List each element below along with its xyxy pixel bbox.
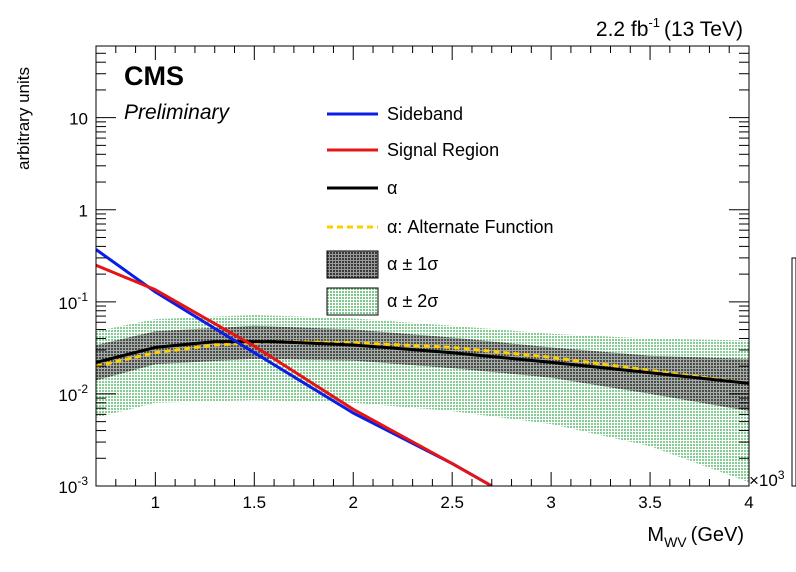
legend-alpha-label: α [387,178,397,198]
x-tick-label: 2.5 [440,493,464,512]
legend-sideband-label: Sideband [387,104,463,124]
adjacent-panel-edge [791,257,796,487]
legend-alternate-label: α: Alternate Function [387,217,554,237]
x-tick-label: 3.5 [638,493,662,512]
legend-1sigma-swatch [326,250,379,279]
lumi-label: 2.2 fb-1 (13 TeV) [596,15,743,41]
band-1sigma [96,325,749,412]
legend: Sideband Signal Region α α: Alternate Fu… [326,104,554,316]
legend-signal-label: Signal Region [387,140,499,160]
x-tick-label: 1 [151,493,160,512]
alpha-line [96,340,749,385]
series-lines [96,248,749,486]
legend-1sigma-label: α ± 1σ [387,254,438,274]
signal-region-line [96,263,493,486]
x-tick-label: 1.5 [242,493,266,512]
x-tick-label: 3 [546,493,555,512]
x-axis-title: MWV (GeV) [647,524,744,550]
plot-frame [95,45,750,487]
y-axis-title: arbitrary units [14,67,33,170]
cms-label: CMS [124,61,184,91]
y-tick-label: 10-1 [58,290,88,313]
preliminary-label: Preliminary [124,101,231,124]
x-tick-label: 2 [349,493,358,512]
alternate-function-line [96,340,749,385]
uncertainty-bands [96,315,749,483]
axis-ticks: 1 1.5 2 2.5 3 3.5 4 10-3 10-2 10-1 1 10 [58,45,754,512]
y-tick-label: 1 [79,202,88,221]
legend-2sigma-label: α ± 2σ [387,291,438,311]
y-tick-label: 10-2 [58,382,88,405]
y-tick-label: 10-3 [58,474,88,497]
x-tick-label: 4 [744,493,753,512]
y-tick-label: 10 [69,110,88,129]
x-axis-multiplier: ×103 [749,468,785,490]
legend-2sigma-swatch [326,287,379,316]
